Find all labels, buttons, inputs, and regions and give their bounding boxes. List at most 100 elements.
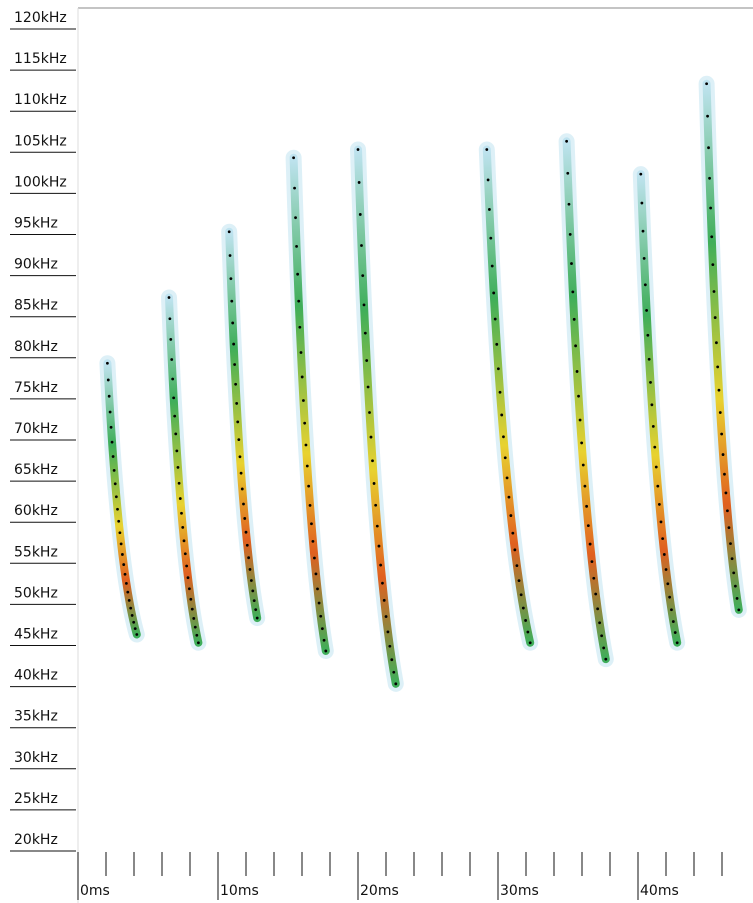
trace-dot: [116, 507, 119, 511]
trace-dot: [249, 579, 253, 582]
y-tick-label: 50kHz: [14, 585, 58, 601]
trace-dot: [567, 202, 571, 206]
y-tick-label: 100kHz: [14, 174, 67, 190]
trace-dot: [668, 595, 672, 599]
trace-dot: [649, 381, 652, 384]
trace-dot: [133, 627, 137, 631]
trace-dot: [233, 363, 237, 366]
trace-dot: [175, 449, 179, 453]
trace-dot: [673, 631, 677, 634]
trace-dot: [183, 552, 187, 556]
trace-dot: [374, 503, 378, 507]
trace-dot: [189, 597, 193, 601]
trace-dot: [524, 619, 527, 622]
trace-dot: [305, 464, 309, 468]
trace-dot: [106, 361, 109, 365]
trace-dot: [366, 385, 370, 389]
trace-dot: [300, 375, 304, 379]
trace-dot: [500, 413, 504, 417]
trace-dot: [732, 571, 736, 575]
trace-dot: [242, 502, 245, 506]
trace-dot: [656, 484, 660, 488]
trace-dot: [231, 321, 235, 325]
trace-dot: [247, 556, 251, 560]
trace-dot: [360, 244, 363, 247]
trace-dot: [314, 572, 318, 576]
trace-dot: [123, 572, 127, 576]
trace-dot: [707, 146, 710, 150]
trace-dot: [570, 262, 573, 265]
trace-dot: [526, 630, 530, 634]
trace-dot: [107, 394, 111, 398]
trace-dot: [230, 299, 234, 303]
trace-dot: [712, 290, 716, 293]
trace-dot: [297, 299, 301, 303]
trace-dot: [382, 598, 386, 602]
trace-dot: [490, 264, 494, 268]
trace-dot: [517, 579, 521, 583]
trace-dot: [515, 564, 519, 568]
trace-dot: [311, 539, 315, 543]
trace-dot: [492, 291, 496, 295]
y-tick-label: 75kHz: [14, 380, 58, 396]
trace-dot: [177, 481, 181, 485]
trace-dot: [251, 589, 255, 593]
trace-dot: [735, 597, 739, 600]
trace-dot: [489, 236, 493, 240]
x-tick-label: 30ms: [500, 883, 539, 899]
trace-dot: [302, 399, 305, 402]
trace-dot: [662, 553, 666, 556]
trace-dot: [640, 201, 644, 205]
trace-dot: [572, 317, 576, 321]
y-tick-label: 110kHz: [14, 92, 67, 108]
trace-dot: [292, 156, 295, 160]
trace-dot: [173, 414, 177, 418]
trace-dot: [659, 520, 663, 524]
trace-dot: [192, 617, 196, 620]
trace-dot: [575, 370, 579, 373]
trace-dot: [488, 208, 491, 211]
trace-dot: [361, 274, 365, 278]
trace-dot: [358, 213, 362, 216]
trace-dot: [666, 582, 670, 586]
trace-dot: [293, 186, 296, 190]
trace-dot: [388, 644, 392, 648]
y-tick-label: 95kHz: [14, 216, 58, 232]
trace-dot: [602, 646, 606, 650]
trace-dot: [670, 608, 673, 612]
trace-dot: [528, 641, 532, 645]
y-tick-label: 30kHz: [14, 750, 58, 766]
trace-dot: [650, 403, 654, 407]
trace-dot: [495, 342, 499, 346]
trace-dot: [114, 495, 118, 499]
trace-dot: [375, 524, 379, 528]
trace-dot: [254, 608, 258, 612]
x-tick-label: 10ms: [220, 883, 259, 899]
y-tick-label: 105kHz: [14, 133, 67, 149]
y-tick-label: 120kHz: [14, 10, 67, 26]
trace-dot: [708, 176, 711, 180]
trace-dot: [108, 410, 112, 414]
trace-dot: [356, 148, 360, 151]
trace-dot: [182, 539, 186, 543]
trace-dot: [248, 568, 252, 571]
trace-dot: [371, 459, 374, 463]
trace-dot: [657, 503, 661, 506]
trace-dot: [169, 338, 173, 341]
trace-dot: [176, 466, 180, 469]
trace-dot: [181, 525, 185, 529]
trace-dot: [369, 435, 373, 439]
trace-dot: [721, 453, 725, 456]
trace-dot: [317, 601, 321, 605]
trace-dot: [130, 614, 134, 617]
trace-dot: [112, 468, 116, 472]
trace-dot: [604, 657, 608, 661]
trace-dot: [711, 263, 715, 266]
trace-dot: [717, 388, 721, 392]
trace-dot: [308, 503, 312, 507]
trace-dot: [710, 235, 714, 239]
trace-dot: [357, 181, 361, 184]
trace-dot: [121, 553, 124, 556]
trace-dot: [664, 568, 668, 571]
trace-dot: [109, 425, 113, 429]
